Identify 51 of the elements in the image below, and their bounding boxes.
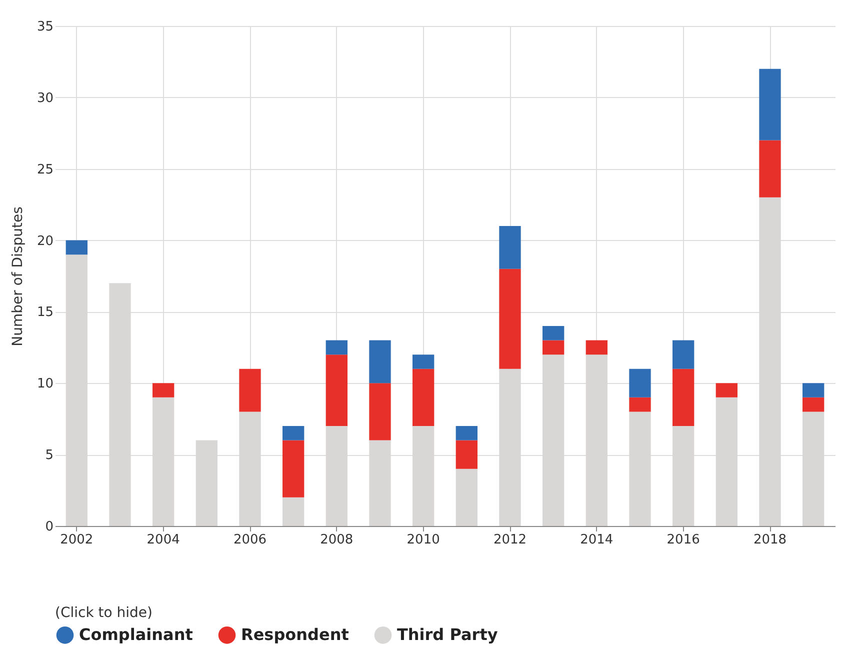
bar (369, 340, 391, 384)
bar (716, 383, 738, 398)
x-tick-label: 2006 (233, 532, 267, 548)
bar (456, 468, 478, 526)
x-tick-label: 2012 (493, 532, 527, 548)
bar (326, 354, 348, 426)
bar (759, 140, 781, 198)
legend-title: (Click to hide) (55, 605, 153, 621)
bar (629, 368, 651, 398)
y-tick-label: 15 (36, 305, 54, 320)
bar (542, 326, 564, 340)
bar (759, 68, 781, 140)
bar (499, 268, 521, 369)
y-tick-label: 10 (36, 376, 54, 392)
bar (629, 397, 651, 412)
bar (152, 383, 174, 398)
bar (586, 340, 608, 355)
y-tick-label: 20 (36, 234, 54, 249)
x-tick-label: 2018 (753, 532, 787, 548)
y-tick-label: 25 (36, 162, 54, 178)
bar (802, 383, 824, 398)
bar (499, 226, 521, 269)
legend-label: Complainant (79, 625, 194, 644)
bar (282, 426, 304, 440)
bar (672, 368, 694, 426)
legend-label: Third Party (397, 625, 498, 644)
x-tick-label: 2004 (146, 532, 180, 548)
bar (412, 368, 434, 426)
y-axis-title: Number of Disputes (10, 206, 26, 346)
bar (66, 240, 88, 255)
bar (672, 340, 694, 369)
y-tick-label: 35 (36, 20, 54, 34)
y-tick-label: 0 (45, 520, 54, 534)
bar (456, 426, 478, 440)
legend-label: Respondent (241, 625, 350, 644)
bar (326, 340, 348, 355)
bar (282, 497, 304, 526)
y-tick-label: 30 (36, 90, 54, 106)
bar (802, 397, 824, 412)
x-tick-label: 2002 (60, 532, 94, 548)
bar (542, 340, 564, 355)
x-tick-label: 2014 (580, 532, 614, 548)
bar (412, 354, 434, 369)
y-tick-label: 5 (45, 448, 54, 464)
x-tick-label: 2016 (666, 532, 700, 548)
bar (239, 368, 261, 412)
bar (282, 440, 304, 498)
bar (369, 383, 391, 440)
bar (456, 440, 478, 469)
x-tick-label: 2010 (406, 532, 440, 548)
x-tick-label: 2008 (320, 532, 354, 548)
